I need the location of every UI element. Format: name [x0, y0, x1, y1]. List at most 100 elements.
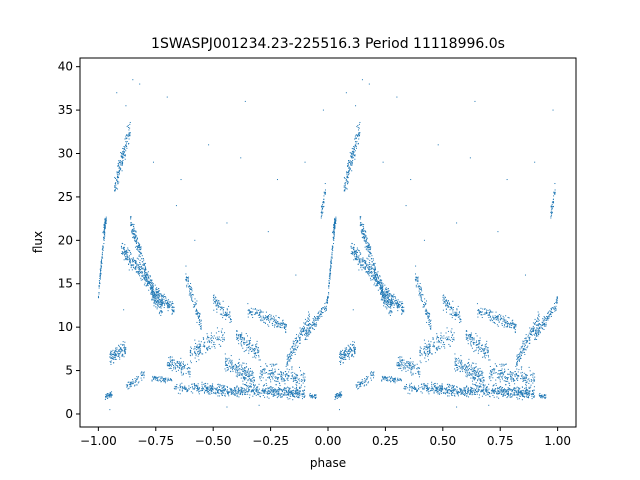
data-point	[331, 251, 333, 253]
data-point	[196, 346, 198, 348]
data-point	[381, 279, 383, 281]
data-point	[479, 379, 481, 381]
data-point	[237, 393, 239, 395]
data-point	[395, 297, 397, 299]
data-point	[126, 147, 128, 149]
data-point	[245, 377, 247, 379]
data-point	[526, 392, 528, 394]
data-point	[473, 377, 475, 379]
data-point	[359, 218, 361, 220]
data-point	[230, 390, 232, 392]
data-point	[238, 365, 240, 367]
data-point	[393, 293, 395, 295]
data-point	[229, 391, 231, 393]
data-point	[164, 303, 166, 305]
data-point	[474, 377, 476, 379]
data-point	[449, 313, 451, 315]
data-point	[217, 384, 219, 386]
data-point	[141, 264, 143, 266]
data-point	[121, 242, 123, 244]
data-point	[394, 379, 396, 381]
data-point	[154, 293, 156, 295]
data-point	[466, 376, 468, 378]
data-point	[159, 290, 161, 292]
data-point	[335, 216, 337, 218]
data-point	[483, 352, 485, 354]
data-point	[185, 279, 187, 281]
data-point	[472, 339, 474, 341]
data-point	[107, 393, 109, 395]
data-point	[415, 265, 417, 267]
data-point	[129, 133, 131, 135]
data-point	[231, 389, 233, 391]
data-point	[230, 391, 232, 393]
data-point	[162, 295, 164, 297]
data-point	[427, 311, 429, 313]
data-point	[230, 393, 232, 395]
data-point	[339, 362, 341, 364]
data-point	[478, 389, 480, 391]
data-point	[483, 385, 485, 387]
data-point	[199, 343, 201, 345]
data-point	[231, 390, 233, 392]
data-point	[372, 259, 374, 261]
data-point	[496, 393, 498, 395]
data-point	[351, 354, 353, 356]
data-point	[450, 332, 452, 334]
data-point	[484, 344, 486, 346]
data-point	[379, 284, 381, 286]
data-point	[355, 137, 357, 139]
data-point	[488, 388, 490, 390]
data-point	[190, 362, 192, 364]
data-point	[459, 315, 461, 317]
data-point	[159, 311, 161, 313]
data-point	[296, 395, 298, 397]
data-point	[288, 393, 290, 395]
data-point	[477, 352, 479, 354]
data-point	[480, 391, 482, 393]
data-point	[521, 391, 523, 393]
data-point	[335, 218, 337, 220]
data-point	[426, 300, 428, 302]
data-point	[443, 294, 445, 296]
data-point	[377, 280, 379, 282]
data-point	[137, 376, 139, 378]
data-point	[244, 342, 246, 344]
data-point	[468, 361, 470, 363]
data-point	[343, 176, 345, 178]
data-point	[137, 237, 138, 239]
data-point	[151, 279, 153, 281]
data-point	[162, 296, 164, 298]
data-point	[218, 300, 220, 302]
data-point	[364, 266, 366, 268]
data-point	[120, 161, 122, 163]
data-point	[440, 388, 442, 390]
data-point	[372, 264, 374, 266]
data-point	[419, 287, 421, 289]
data-point	[392, 302, 394, 304]
data-point	[352, 247, 354, 249]
data-point	[137, 271, 139, 273]
data-point	[403, 359, 405, 361]
data-point	[521, 390, 523, 392]
data-point	[375, 278, 377, 280]
data-point	[462, 391, 464, 393]
data-point	[389, 300, 391, 302]
data-point	[104, 222, 106, 224]
data-point	[219, 345, 221, 347]
data-point	[447, 300, 449, 302]
data-point	[214, 298, 216, 300]
data-point	[331, 247, 333, 249]
data-point	[127, 388, 129, 390]
data-point	[159, 376, 161, 378]
data-point	[401, 362, 403, 364]
data-point	[199, 351, 201, 353]
data-point	[447, 306, 449, 308]
data-point	[348, 350, 350, 352]
data-point	[161, 303, 163, 305]
data-point	[290, 392, 292, 394]
data-point	[461, 359, 463, 361]
data-point	[369, 269, 371, 271]
data-point	[191, 386, 193, 388]
data-point	[157, 300, 159, 302]
